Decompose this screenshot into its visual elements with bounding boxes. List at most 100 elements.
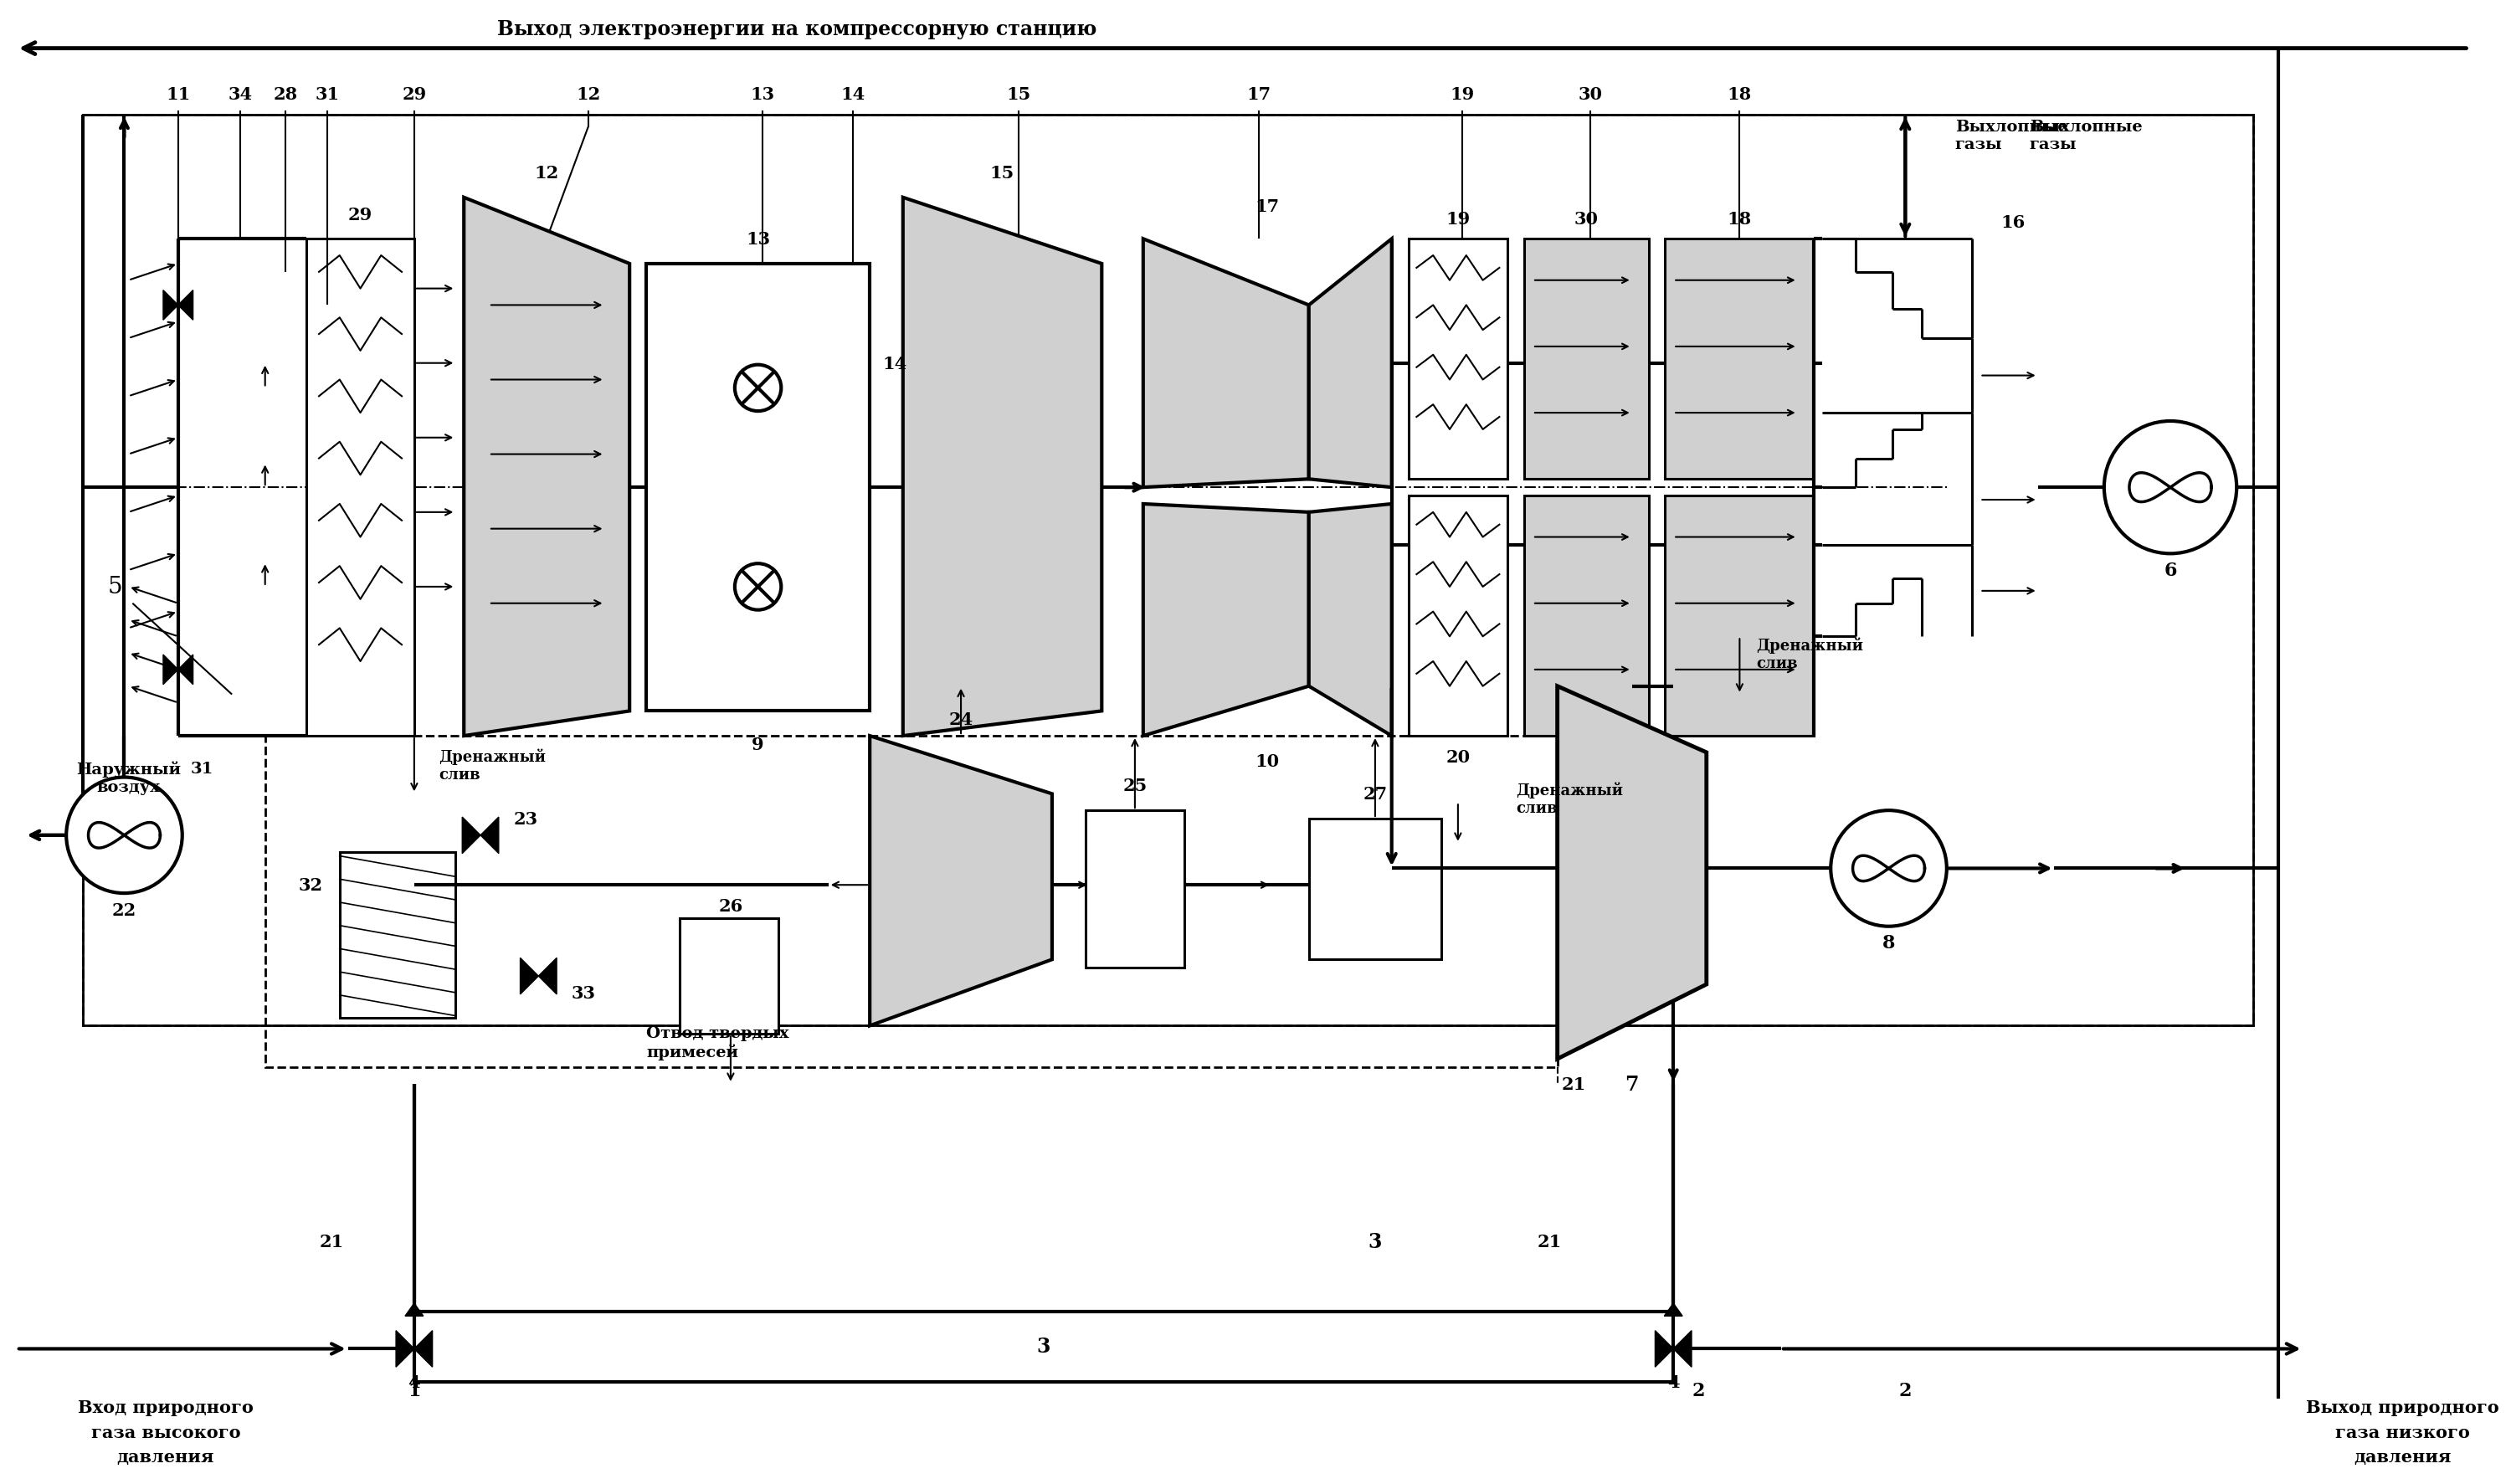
Text: 1: 1	[407, 1382, 422, 1399]
Polygon shape	[1308, 505, 1391, 736]
Text: 34: 34	[229, 86, 254, 102]
Bar	[306, 239, 414, 736]
Polygon shape	[1655, 1331, 1672, 1367]
Polygon shape	[1143, 239, 1308, 488]
Polygon shape	[537, 959, 557, 994]
Text: 26: 26	[718, 898, 743, 914]
Text: 23: 23	[515, 810, 537, 828]
Bar	[1409, 239, 1507, 479]
Text: 27: 27	[1363, 787, 1386, 803]
Text: 30: 30	[1574, 211, 1600, 227]
Text: Выхлопные
газы: Выхлопные газы	[2029, 120, 2142, 153]
Polygon shape	[163, 291, 178, 321]
Bar	[1409, 496, 1507, 736]
Polygon shape	[869, 736, 1052, 1025]
Text: 15: 15	[989, 165, 1014, 181]
Text: 13: 13	[751, 86, 773, 102]
Text: Выход природного: Выход природного	[2305, 1398, 2498, 1416]
Polygon shape	[178, 654, 193, 686]
Polygon shape	[1672, 1331, 1692, 1367]
Text: 17: 17	[1248, 86, 1271, 102]
Text: 21: 21	[319, 1233, 344, 1250]
Text: 10: 10	[1256, 752, 1281, 769]
Text: Дренажный
слив: Дренажный слив	[1517, 782, 1622, 815]
Bar	[680, 919, 778, 1034]
Polygon shape	[178, 291, 193, 321]
Text: газа высокого: газа высокого	[90, 1423, 241, 1439]
Text: 31: 31	[191, 761, 213, 776]
Circle shape	[2104, 421, 2237, 554]
Bar	[1665, 496, 1813, 736]
Text: 19: 19	[1446, 211, 1471, 227]
Text: Выход электроэнергии на компрессорную станцию: Выход электроэнергии на компрессорную ст…	[497, 19, 1097, 39]
Circle shape	[1831, 810, 1946, 926]
Text: 31: 31	[314, 86, 339, 102]
Text: давления: давления	[2353, 1448, 2451, 1465]
Text: 24: 24	[949, 711, 974, 729]
Text: 18: 18	[1728, 86, 1753, 102]
Polygon shape	[1308, 239, 1391, 488]
Text: 14: 14	[881, 355, 906, 372]
Circle shape	[65, 778, 183, 893]
Text: газа низкого: газа низкого	[2335, 1423, 2471, 1439]
Polygon shape	[404, 1303, 424, 1316]
Text: Дренажный
слив: Дренажный слив	[439, 748, 547, 782]
Text: Дренажный
слив: Дренажный слив	[1755, 637, 1863, 671]
Text: Вход природного: Вход природного	[78, 1398, 254, 1416]
Bar	[83, 116, 2252, 1025]
Polygon shape	[1143, 505, 1308, 736]
Polygon shape	[1557, 687, 1707, 1060]
Circle shape	[736, 365, 781, 411]
Text: Наружный
воздух: Наружный воздух	[75, 761, 181, 795]
Polygon shape	[414, 1331, 432, 1367]
Text: 14: 14	[841, 86, 866, 102]
Text: 4: 4	[409, 1374, 419, 1391]
Text: 3: 3	[1368, 1232, 1381, 1251]
Polygon shape	[397, 1331, 414, 1367]
Bar	[1665, 239, 1813, 479]
Text: 29: 29	[349, 206, 372, 223]
Text: 20: 20	[1446, 748, 1469, 766]
Text: 29: 29	[402, 86, 427, 102]
Polygon shape	[1665, 1303, 1682, 1316]
Text: 3: 3	[1037, 1337, 1050, 1356]
Polygon shape	[520, 959, 537, 994]
Text: 8: 8	[1883, 933, 1896, 953]
Text: 13: 13	[746, 232, 771, 248]
Text: 21: 21	[1537, 1233, 1562, 1250]
Bar	[1308, 819, 1441, 960]
Text: 12: 12	[535, 165, 560, 181]
Bar	[1524, 496, 1650, 736]
Circle shape	[736, 564, 781, 610]
Bar	[83, 116, 2252, 1025]
Bar	[1085, 810, 1185, 968]
Text: 4: 4	[1667, 1374, 1680, 1391]
Text: 33: 33	[573, 984, 595, 1002]
Text: 16: 16	[2001, 215, 2026, 232]
Text: 32: 32	[299, 877, 324, 893]
Bar	[414, 1312, 1672, 1382]
Text: 9: 9	[751, 736, 763, 752]
Text: 2: 2	[1898, 1382, 1911, 1399]
Text: 11: 11	[166, 86, 191, 102]
Polygon shape	[904, 197, 1102, 736]
Text: 30: 30	[1579, 86, 1602, 102]
Bar	[339, 852, 454, 1018]
Polygon shape	[480, 818, 500, 853]
Text: 12: 12	[575, 86, 600, 102]
Text: Отвод твердых
примесей: Отвод твердых примесей	[645, 1025, 788, 1060]
Text: 25: 25	[1122, 778, 1148, 794]
Text: 17: 17	[1256, 197, 1281, 215]
Polygon shape	[462, 818, 480, 853]
Text: 15: 15	[1007, 86, 1032, 102]
Bar	[266, 736, 1557, 1067]
Bar	[645, 264, 869, 711]
Polygon shape	[163, 654, 178, 686]
Text: 5: 5	[108, 576, 123, 598]
Bar	[1524, 239, 1650, 479]
Text: 7: 7	[1625, 1074, 1640, 1094]
Text: 22: 22	[113, 902, 136, 919]
Text: 28: 28	[274, 86, 299, 102]
Text: 2: 2	[1692, 1382, 1705, 1399]
Text: Выхлопные
газы: Выхлопные газы	[1956, 119, 2067, 151]
